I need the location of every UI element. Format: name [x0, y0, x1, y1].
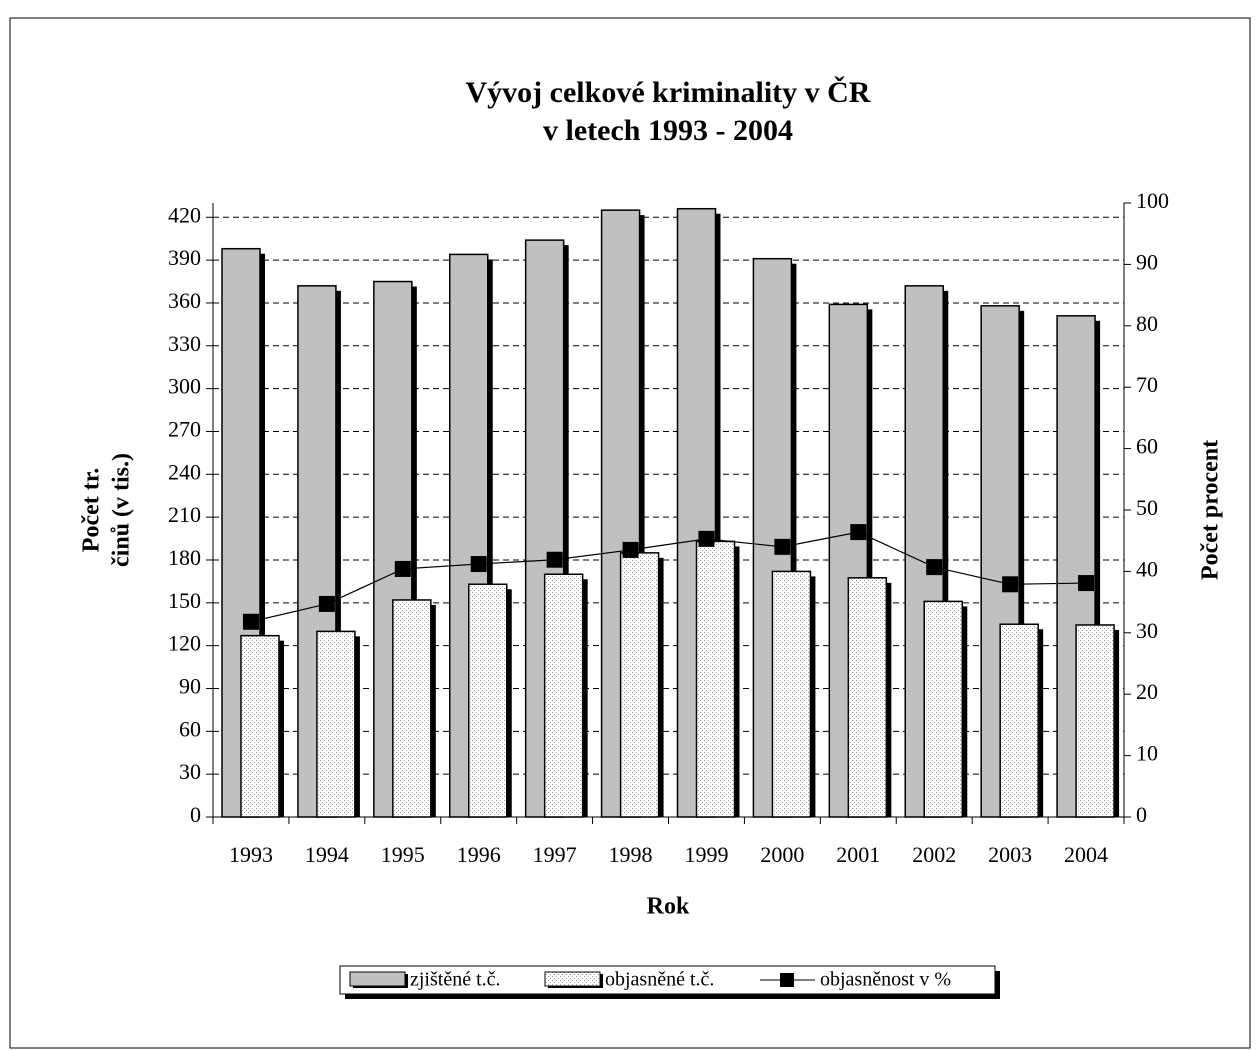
- legend-marker: [780, 973, 794, 987]
- chart-title: v letech 1993 - 2004: [543, 114, 793, 147]
- bar: [771, 570, 812, 818]
- y2-tick-label: 20: [1136, 679, 1158, 704]
- x-tick-label: 2000: [760, 842, 804, 867]
- bar: [468, 583, 508, 818]
- bar: [999, 623, 1039, 818]
- x-tick-label: 1998: [609, 842, 653, 867]
- x-tick-label: 1996: [457, 842, 501, 867]
- y-tick-label: 360: [168, 288, 201, 313]
- y-tick-label: 270: [168, 417, 201, 442]
- marker: [546, 551, 563, 568]
- y-tick-label: 390: [168, 245, 201, 270]
- legend: [339, 965, 996, 995]
- x-axis-label: Rok: [647, 894, 690, 920]
- x-tick-label: 1995: [381, 842, 425, 867]
- y-tick-label: 0: [190, 802, 201, 827]
- marker: [850, 524, 867, 541]
- legend-swatch: [544, 971, 601, 987]
- y2-tick-label: 40: [1136, 556, 1158, 581]
- bar: [392, 599, 432, 818]
- x-tick-label: 1999: [684, 842, 728, 867]
- x-tick-label: 2003: [988, 842, 1032, 867]
- y-tick-label: 330: [168, 331, 201, 356]
- marker: [242, 613, 259, 630]
- frame: [9, 17, 1251, 1049]
- legend-swatch: [349, 971, 406, 987]
- bar: [695, 540, 736, 818]
- y2-tick-label: 30: [1136, 618, 1158, 643]
- y2-tick-label: 60: [1136, 434, 1158, 459]
- x-tick-label: 2002: [912, 842, 956, 867]
- y-tick-label: 180: [168, 545, 201, 570]
- marker: [394, 560, 411, 577]
- marker: [774, 538, 791, 555]
- marker: [1002, 576, 1019, 593]
- marker: [1078, 575, 1095, 592]
- x-tick-label: 1997: [533, 842, 577, 867]
- line: [250, 531, 1087, 623]
- y-axis-label: Počet tr.: [79, 468, 105, 552]
- marker: [622, 541, 639, 558]
- bar: [619, 552, 660, 818]
- marker: [318, 595, 335, 612]
- y2-tick-label: 0: [1136, 802, 1147, 827]
- x-tick-label: 1993: [229, 842, 273, 867]
- legend-label: objasněné t.č.: [605, 969, 714, 991]
- y-axis-label: činů (v tis.): [109, 453, 135, 567]
- bar: [847, 577, 888, 818]
- x-tick-label: 2004: [1064, 842, 1108, 867]
- y-tick-label: 30: [179, 759, 201, 784]
- y2-tick-label: 50: [1136, 495, 1158, 520]
- y-tick-label: 150: [168, 588, 201, 613]
- y-tick-label: 90: [179, 674, 201, 699]
- y-tick-label: 60: [179, 716, 201, 741]
- y2-axis-label: Počet procent: [1198, 440, 1224, 580]
- y2-tick-label: 90: [1136, 249, 1158, 274]
- bar: [316, 630, 356, 818]
- y2-tick-label: 10: [1136, 741, 1158, 766]
- y-tick-label: 240: [168, 459, 201, 484]
- marker: [470, 556, 487, 573]
- bar: [923, 600, 963, 818]
- bar: [543, 573, 584, 818]
- y2-tick-label: 100: [1136, 188, 1169, 213]
- y-tick-label: 420: [168, 202, 201, 227]
- marker: [698, 530, 715, 547]
- chart-title: Vývoj celkové kriminality v ČR: [466, 76, 871, 109]
- x-tick-label: 1994: [305, 842, 349, 867]
- bar: [1075, 624, 1115, 818]
- x-tick-label: 2001: [836, 842, 880, 867]
- y-tick-label: 210: [168, 502, 201, 527]
- y-tick-label: 120: [168, 631, 201, 656]
- legend-label: zjištěné t.č.: [410, 969, 501, 991]
- y-tick-label: 300: [168, 374, 201, 399]
- y2-tick-label: 80: [1136, 311, 1158, 336]
- y2-tick-label: 70: [1136, 372, 1158, 397]
- marker: [926, 559, 943, 576]
- bar: [240, 634, 280, 818]
- legend-label: objasněnost v %: [820, 969, 951, 991]
